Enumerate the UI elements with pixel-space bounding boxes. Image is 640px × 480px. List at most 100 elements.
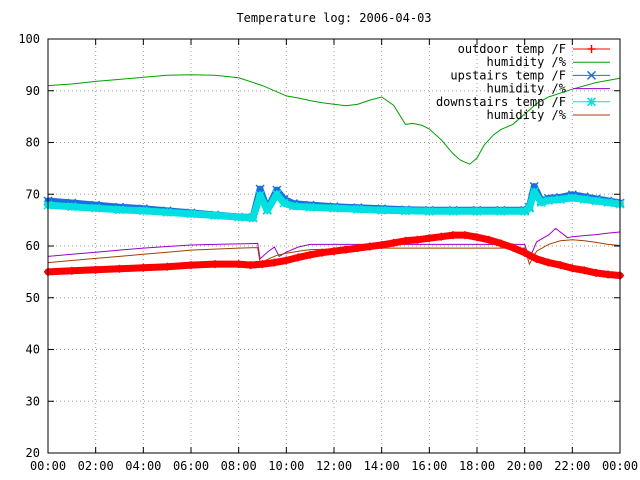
data-point: [341, 245, 350, 254]
y-tick-label: 70: [26, 187, 40, 201]
legend-item: upstairs temp /F: [450, 68, 610, 82]
legend-item: humidity /%: [487, 82, 610, 96]
data-point: [529, 187, 539, 197]
data-point: [587, 45, 596, 53]
data-point: [586, 70, 597, 80]
y-tick-label: 40: [26, 343, 40, 357]
data-point: [579, 194, 589, 204]
x-tick-label: 06:00: [173, 459, 209, 473]
data-point: [246, 261, 255, 270]
data-point: [520, 248, 529, 257]
legend-label: downstairs temp /F: [436, 95, 566, 109]
data-point: [282, 256, 291, 265]
data-point: [210, 260, 219, 269]
data-point: [234, 260, 243, 269]
legend-item: humidity /%: [487, 108, 610, 122]
data-point: [567, 193, 577, 203]
data-point: [603, 197, 613, 208]
x-tick-label: 04:00: [125, 459, 161, 473]
x-tick-label: 10:00: [268, 459, 304, 473]
grid: [48, 39, 620, 453]
data-point: [461, 231, 470, 240]
y-tick-label: 90: [26, 84, 40, 98]
data-point: [329, 203, 339, 213]
x-tick-label: 18:00: [459, 459, 495, 473]
data-point: [91, 203, 101, 213]
data-point: [401, 236, 410, 245]
series-0: [44, 231, 624, 280]
data-point: [365, 242, 374, 251]
data-point: [330, 247, 338, 256]
y-tick-label: 100: [18, 32, 40, 46]
series-1: [47, 74, 621, 165]
data-point: [532, 254, 541, 263]
data-point: [484, 235, 493, 244]
legend-label: humidity /%: [487, 55, 567, 69]
data-point: [294, 253, 303, 262]
data-point: [114, 205, 125, 215]
data-point: [591, 196, 601, 206]
data-point: [91, 265, 100, 274]
data-point: [580, 266, 589, 275]
data-point: [234, 212, 244, 222]
y-tick-label: 80: [26, 136, 40, 150]
data-point: [377, 240, 386, 249]
x-tick-label: 22:00: [554, 459, 590, 473]
data-point: [496, 239, 505, 248]
data-point: [272, 189, 282, 199]
legend-label: humidity /%: [487, 108, 567, 122]
data-point: [353, 204, 363, 214]
data-point: [536, 197, 546, 208]
x-tick-label: 08:00: [221, 459, 257, 473]
y-tick-label: 60: [26, 239, 40, 253]
x-tick-label: 02:00: [78, 459, 114, 473]
x-tick-label: 00:00: [30, 459, 66, 473]
data-point: [556, 261, 565, 270]
data-point: [318, 248, 327, 257]
legend-label: humidity /%: [487, 82, 567, 96]
data-point: [138, 206, 148, 216]
data-point: [353, 244, 362, 253]
data-point: [568, 264, 577, 273]
data-point: [255, 190, 265, 200]
legend-item: downstairs temp /F: [436, 95, 610, 109]
data-point: [389, 238, 398, 247]
chart-title: Temperature log: 2006-04-03: [236, 11, 431, 25]
data-point: [555, 194, 565, 204]
data-point: [604, 270, 613, 279]
data-point: [473, 233, 481, 242]
legend-label: upstairs temp /F: [450, 68, 566, 82]
data-point: [67, 202, 77, 212]
data-point: [424, 206, 434, 216]
y-tick-label: 50: [26, 291, 40, 305]
data-point: [270, 258, 279, 267]
data-point: [186, 209, 196, 219]
data-point: [449, 231, 458, 240]
data-point: [67, 266, 76, 275]
data-point: [400, 206, 411, 216]
data-point: [187, 261, 195, 270]
data-point: [163, 262, 172, 271]
legend-label: outdoor temp /F: [458, 42, 566, 56]
data-point: [544, 258, 553, 267]
data-point: [496, 206, 506, 216]
data-point: [162, 207, 172, 217]
legend-item: outdoor temp /F: [458, 42, 610, 56]
x-tick-label: 00:00: [602, 459, 638, 473]
y-tick-label: 30: [26, 394, 40, 408]
data-point: [472, 206, 482, 216]
data-point: [288, 201, 299, 211]
x-tick-label: 20:00: [507, 459, 543, 473]
data-point: [413, 235, 422, 244]
data-point: [425, 234, 434, 243]
data-point: [262, 205, 272, 215]
x-tick-label: 12:00: [316, 459, 352, 473]
series-4: [43, 187, 625, 223]
data-point: [592, 268, 601, 277]
series-line: [47, 74, 621, 165]
data-point: [437, 232, 446, 241]
legend-item: humidity /%: [487, 55, 610, 69]
